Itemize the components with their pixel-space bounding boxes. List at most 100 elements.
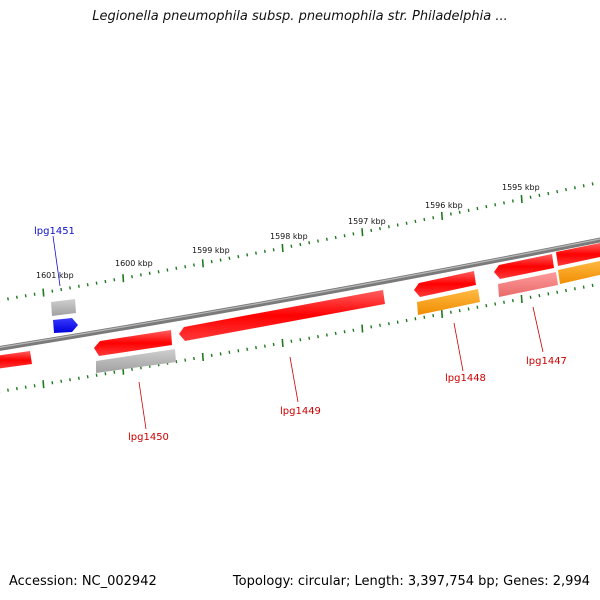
outer-track-minor-tick [317,239,319,243]
inner-track-minor-tick [246,347,249,351]
inner-track-minor-tick [396,320,399,324]
outer-track-minor-tick [476,206,479,211]
tick-label-1596: 1596 kbp [425,201,463,210]
outer-track-major-tick [440,211,444,220]
outer-track-major-tick [520,195,523,204]
inner-track-minor-tick [494,302,497,306]
outer-track-minor-tick [485,204,488,209]
inner-track-minor-tick [556,290,559,294]
inner-track-minor-tick [317,334,319,339]
tick-label-1599: 1599 kbp [192,246,230,255]
gene-label-lpg1451[interactable]: lpg1451 [34,226,75,237]
gene-label-lpg1449[interactable]: lpg1449 [280,406,321,417]
inner-track-minor-tick [255,345,257,350]
leader-line-lpg1447 [532,306,544,353]
outer-track-minor-tick [166,268,169,272]
tick-label-1601: 1601 kbp [36,271,74,280]
gene-lpg1449[interactable] [179,290,385,341]
outer-track-minor-tick [210,259,213,264]
outer-track-minor-tick [556,189,559,194]
inner-tick-track [0,283,594,393]
gene-right-edge-cds[interactable] [556,243,600,266]
inner-track-minor-tick [573,287,576,291]
inner-track-minor-tick [529,295,532,299]
gene-lpg1451-feature-gray[interactable] [51,299,76,316]
gene-lpg1450[interactable] [94,330,176,373]
inner-track-minor-tick [379,323,381,327]
outer-track-major-tick [201,259,204,268]
inner-track-minor-tick [476,305,479,309]
map-title: Legionella pneumophila subsp. pneumophil… [92,9,508,24]
outer-track-minor-tick [228,256,231,260]
inner-track-major-tick [520,294,523,304]
inner-track-major-tick [42,380,45,389]
gene-lpg1451[interactable] [51,299,78,333]
inner-track-minor-tick [449,310,452,314]
outer-track-minor-tick [7,297,9,301]
outer-track-minor-tick [503,201,505,205]
outer-track-minor-tick [343,234,346,238]
inner-track-minor-tick [113,370,116,374]
inner-track-minor-tick [387,322,390,326]
gene-lpg1447-cds[interactable] [494,254,554,279]
outer-track-minor-tick [60,287,63,292]
inner-track-minor-tick [405,318,408,323]
outer-track-minor-tick [449,212,452,216]
inner-track-minor-tick [272,342,275,347]
outer-track-minor-tick [290,244,293,248]
outer-track-minor-tick [86,283,89,287]
inner-track-minor-tick [7,388,9,392]
outer-track-minor-tick [104,279,107,284]
gene-lpg1449-cds[interactable] [179,290,385,341]
inner-track-minor-tick [511,298,514,303]
inner-track-minor-tick [193,356,195,361]
inner-track-minor-tick [432,313,435,318]
outer-track-minor-tick [582,184,585,188]
tick-label-1597: 1597 kbp [348,217,386,226]
outer-track-minor-tick [299,242,302,247]
leader-line-lpg1448 [453,322,464,372]
inner-track-minor-tick [263,344,266,348]
gene-lpg1448[interactable] [414,271,480,315]
gene-lpg1447-feature-pink[interactable] [498,272,558,297]
inner-track-minor-tick [69,378,71,382]
gene-left-edge-cds[interactable] [0,351,32,369]
gene-lpg1448-cds[interactable] [414,271,476,297]
inner-track-minor-tick [370,325,373,329]
outer-track-minor-tick [511,199,514,203]
outer-track-minor-tick [219,258,222,262]
outer-track-minor-tick [396,223,399,227]
inner-track-minor-tick [290,339,293,343]
gene-label-lpg1447[interactable]: lpg1447 [526,356,567,367]
inner-track-minor-tick [308,336,311,340]
inner-track-minor-tick [467,307,470,311]
inner-track-minor-tick [582,285,585,289]
gene-lpg1450-cds[interactable] [94,330,172,356]
inner-track-minor-tick [325,333,328,337]
outer-track-minor-tick [272,248,275,252]
outer-track-minor-tick [51,289,54,293]
gene-lpg1450-feature-gray[interactable] [96,349,176,373]
outer-track-major-tick [361,228,364,237]
outer-track-minor-tick [131,274,133,279]
gene-label-lpg1448[interactable]: lpg1448 [445,373,486,384]
inner-track-minor-tick [77,376,80,380]
inner-track-minor-tick [228,350,231,354]
tick-label-1598: 1598 kbp [270,232,308,241]
gene-lpg1451-cds[interactable] [53,318,78,333]
inner-track-minor-tick [131,367,133,371]
gene-label-lpg1450[interactable]: lpg1450 [128,432,169,443]
inner-track-minor-tick [104,372,107,376]
genome-backbone [0,237,600,351]
gene-lpg1447[interactable] [494,254,558,297]
outer-track-minor-tick [308,241,311,245]
outer-tick-track [0,182,594,302]
outer-track-major-tick [122,274,125,283]
inner-track-minor-tick [547,292,550,296]
gene-right-edge-feature-orange[interactable] [558,260,600,284]
inner-track-minor-tick [219,352,222,356]
outer-track-minor-tick [15,295,18,299]
gene-lpg1448-feature-orange[interactable] [417,289,480,315]
outer-track-minor-tick [458,210,461,214]
